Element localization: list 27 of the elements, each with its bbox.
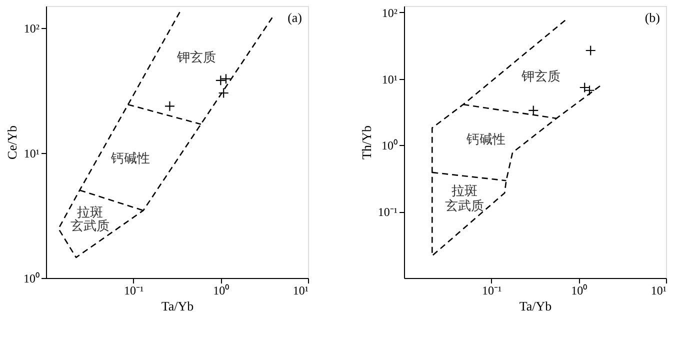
annotation: 钙碱性 <box>466 131 506 146</box>
x-tick-label: 10⁻¹ <box>124 284 144 298</box>
y-axis-title: Ce/Yb <box>4 126 20 160</box>
y-tick-label: 10⁰ <box>24 272 40 286</box>
y-tick-label: 10⁻¹ <box>378 205 398 220</box>
x-tick-label: 10⁰ <box>213 284 230 298</box>
y-tick-label: 10¹ <box>24 146 40 161</box>
x-tick-label: 10⁻¹ <box>482 284 502 298</box>
x-tick-label: 10¹ <box>292 284 309 298</box>
annotation: 玄武质 <box>70 218 110 234</box>
annotation: (b) <box>644 10 660 25</box>
x-tick-label: 10¹ <box>650 284 667 298</box>
y-tick-label: 10⁰ <box>382 138 398 153</box>
annotation: 拉斑 <box>451 182 478 198</box>
annotation: 钾玄质 <box>176 50 216 65</box>
annotation: 玄武质 <box>444 198 484 213</box>
y-tick-label: 10² <box>24 22 40 36</box>
annotation: (a) <box>288 10 302 25</box>
y-tick-label: 10² <box>382 6 398 20</box>
annotation: 钙碱性 <box>110 150 150 166</box>
x-axis-title: Ta/Yb <box>519 298 552 314</box>
x-axis-title: Ta/Yb <box>161 298 194 314</box>
annotation: 钾玄质 <box>520 68 561 84</box>
annotation: 拉斑 <box>77 204 104 220</box>
x-tick-label: 10⁰ <box>571 284 588 298</box>
y-axis-title: Th/Yb <box>358 126 374 160</box>
y-tick-label: 10¹ <box>382 72 398 86</box>
